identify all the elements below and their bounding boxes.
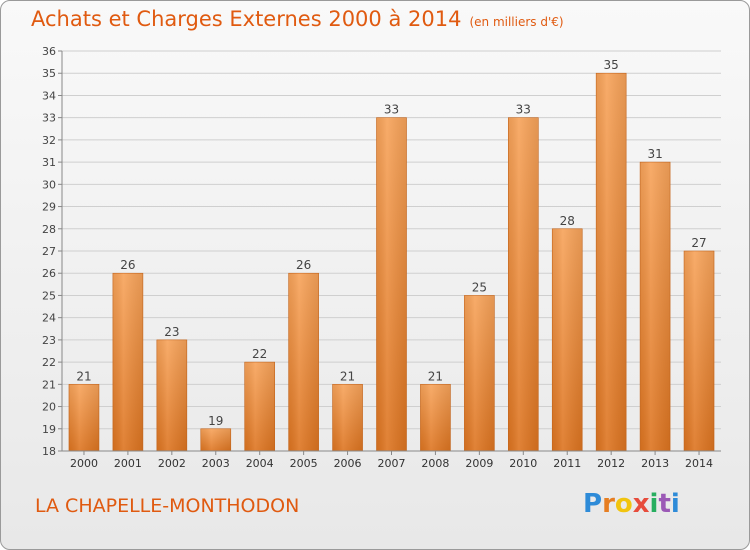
- y-tick-label: 19: [42, 423, 56, 436]
- y-tick-label: 24: [42, 312, 56, 325]
- bar-shade: [508, 117, 539, 452]
- x-tick-label: 2009: [465, 457, 493, 470]
- y-tick-label: 31: [42, 156, 56, 169]
- bar-shade: [596, 73, 627, 451]
- place-name: LA CHAPELLE-MONTHODON: [35, 495, 300, 517]
- logo-letter: x: [632, 489, 650, 519]
- logo-letter: o: [614, 489, 633, 519]
- bar-shade: [244, 362, 275, 451]
- y-tick-label: 29: [42, 201, 56, 214]
- data-label: 22: [252, 347, 267, 361]
- x-tick-label: 2005: [290, 457, 318, 470]
- bar-shade: [288, 273, 319, 451]
- x-tick-label: 2001: [114, 457, 142, 470]
- y-tick-label: 21: [42, 378, 56, 391]
- proxiti-logo: Proxiti: [583, 489, 680, 519]
- x-tick-label: 2011: [553, 457, 581, 470]
- data-label: 35: [604, 58, 619, 72]
- bar-shade: [552, 228, 583, 451]
- bar-shade: [640, 162, 671, 451]
- data-label: 27: [691, 236, 706, 250]
- bar-shade: [684, 251, 715, 451]
- x-tick-label: 2014: [685, 457, 713, 470]
- x-tick-label: 2010: [509, 457, 537, 470]
- data-label: 21: [340, 369, 355, 383]
- x-tick-label: 2003: [202, 457, 230, 470]
- bar-shade: [464, 295, 495, 451]
- y-tick-label: 36: [42, 45, 56, 58]
- x-tick-label: 2007: [378, 457, 406, 470]
- y-tick-label: 20: [42, 401, 56, 414]
- bar-shade: [68, 384, 99, 451]
- y-tick-label: 32: [42, 134, 56, 147]
- x-tick-label: 2000: [70, 457, 98, 470]
- logo-letter: t: [658, 489, 671, 519]
- x-tick-label: 2012: [597, 457, 625, 470]
- data-label: 28: [560, 214, 575, 228]
- chart-title-text: Achats et Charges Externes 2000 à 2014: [31, 7, 462, 31]
- axes: 18 19 20 21 22 23 24 25 26 27 28 29 30 31 32 33 34 35 36: [42, 45, 721, 458]
- y-tick-label: 23: [42, 334, 56, 347]
- data-label: 31: [647, 147, 662, 161]
- bar-shade: [156, 339, 187, 451]
- x-tick-label: 2013: [641, 457, 669, 470]
- y-tick-label: 26: [42, 267, 56, 280]
- y-tick-label: 30: [42, 178, 56, 191]
- data-label: 23: [164, 325, 179, 339]
- bar-shade: [420, 384, 451, 451]
- bar-shade: [112, 273, 143, 451]
- data-label: 26: [296, 258, 311, 272]
- data-label: 21: [76, 369, 91, 383]
- y-tick-label: 22: [42, 356, 56, 369]
- bars: [68, 72, 715, 452]
- logo-letter: P: [583, 489, 603, 519]
- data-label: 26: [120, 258, 135, 272]
- y-tick-label: 28: [42, 223, 56, 236]
- x-tick-label: 2002: [158, 457, 186, 470]
- y-tick-label: 25: [42, 289, 56, 302]
- data-label: 21: [428, 369, 443, 383]
- logo-letter: r: [602, 489, 615, 519]
- bar-shade: [376, 117, 407, 452]
- data-label: 19: [208, 414, 223, 428]
- y-tick-label: 27: [42, 245, 56, 258]
- bar-shade: [200, 428, 231, 451]
- y-tick-label: 34: [42, 89, 56, 102]
- logo-letter: i: [649, 489, 659, 519]
- y-tick-label: 18: [42, 445, 56, 458]
- data-label: 33: [384, 103, 399, 117]
- x-tick-label: 2006: [334, 457, 362, 470]
- y-tick-label: 33: [42, 112, 56, 125]
- bar-shade: [332, 384, 363, 451]
- x-tick-label: 2008: [421, 457, 449, 470]
- data-label: 25: [472, 280, 487, 294]
- logo-letter: i: [670, 489, 680, 519]
- x-tick-label: 2004: [246, 457, 274, 470]
- data-label: 33: [516, 103, 531, 117]
- y-tick-label: 35: [42, 67, 56, 80]
- chart-title: Achats et Charges Externes 2000 à 2014 (e…: [31, 7, 564, 31]
- labels: 21 2000 26 2001 23 2002 19 2003 22 2004 26 2005 21 20…: [70, 58, 713, 470]
- chart-unit: (en milliers d'€): [469, 15, 564, 29]
